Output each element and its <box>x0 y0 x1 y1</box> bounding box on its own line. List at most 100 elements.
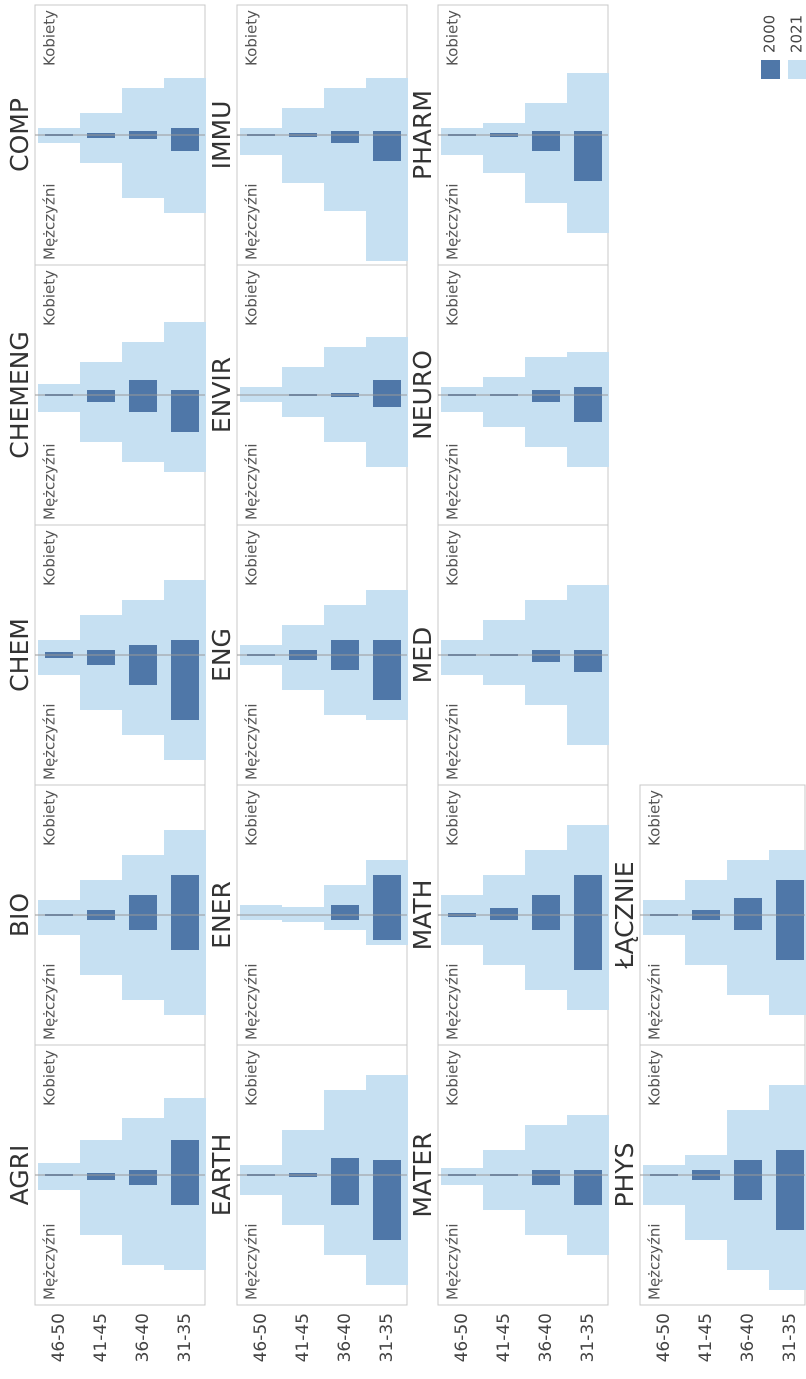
bar-left <box>776 915 804 960</box>
bar-right <box>643 900 685 915</box>
y-tick-label: 31-35 <box>578 1313 598 1362</box>
bar-right <box>240 128 282 135</box>
left-label: Mężczyźni <box>646 1223 664 1300</box>
left-label: Mężczyźni <box>41 183 59 260</box>
bar-right <box>441 1168 483 1175</box>
right-label: Kobiety <box>444 270 462 326</box>
bar-left <box>122 915 164 1000</box>
panel-title: PHARM <box>408 90 437 180</box>
bar-left <box>87 915 115 920</box>
bar-right <box>240 387 282 395</box>
y-tick-label: 31-35 <box>377 1313 397 1362</box>
bar-right <box>574 131 602 135</box>
y-tick-label: 41-45 <box>696 1313 716 1362</box>
left-label: Mężczyźni <box>444 1223 462 1300</box>
bar-right <box>525 103 567 135</box>
bar-left <box>525 395 567 447</box>
bar-left <box>87 395 115 402</box>
bar-left <box>373 395 401 407</box>
left-label: Mężczyźni <box>41 443 59 520</box>
bar-right <box>122 88 164 135</box>
bar-left <box>483 1175 525 1210</box>
bar-right <box>441 640 483 655</box>
bar-right <box>164 322 206 395</box>
bar-left <box>282 655 324 690</box>
right-label: Kobiety <box>444 530 462 586</box>
left-label: Mężczyźni <box>646 963 664 1040</box>
bar-right <box>331 1158 359 1175</box>
right-label: Kobiety <box>444 1050 462 1106</box>
bar-left <box>574 655 602 672</box>
bar-right <box>38 900 80 915</box>
bar-right <box>483 620 525 655</box>
bar-right <box>574 387 602 395</box>
panel-title: ŁĄCZNIE <box>610 861 639 969</box>
bar-left <box>366 135 408 261</box>
bar-right <box>164 78 206 135</box>
bar-right <box>282 1130 324 1175</box>
bar-left <box>282 135 324 183</box>
bar-left <box>532 655 560 662</box>
bar-left <box>129 395 157 412</box>
legend-label: 2021 <box>788 15 806 53</box>
bar-left <box>525 135 567 203</box>
bar-right <box>574 1170 602 1175</box>
bar-right <box>532 390 560 395</box>
bar-right <box>331 131 359 135</box>
bar-right <box>129 895 157 915</box>
bar-left <box>324 135 366 211</box>
bar-right <box>525 1125 567 1175</box>
bar-right <box>87 650 115 655</box>
bar-left <box>441 915 483 945</box>
bar-right <box>80 615 122 655</box>
bar-right <box>441 895 483 915</box>
right-label: Kobiety <box>243 530 261 586</box>
bar-left <box>734 1175 762 1200</box>
y-tick-label: 36-40 <box>738 1313 758 1362</box>
y-tick-label: 46-50 <box>49 1313 69 1362</box>
right-label: Kobiety <box>243 790 261 846</box>
y-tick-label: 46-50 <box>654 1313 674 1362</box>
panel-title: MED <box>408 627 437 684</box>
bar-left <box>38 395 80 412</box>
bar-right <box>373 875 401 915</box>
panel-title: BIO <box>5 893 34 937</box>
bar-left <box>776 1175 804 1230</box>
right-label: Kobiety <box>243 270 261 326</box>
bar-left <box>240 1175 282 1195</box>
left-label: Mężczyźni <box>41 963 59 1040</box>
bar-right <box>38 384 80 395</box>
bar-right <box>87 910 115 915</box>
bar-left <box>240 135 282 155</box>
right-label: Kobiety <box>243 10 261 66</box>
bar-left <box>692 915 720 920</box>
panel-title: MATH <box>408 880 437 951</box>
bar-right <box>324 1090 366 1175</box>
bar-right <box>366 590 408 655</box>
left-label: Mężczyźni <box>243 963 261 1040</box>
bar-right <box>282 907 324 915</box>
bar-right <box>483 1150 525 1175</box>
bar-right <box>734 898 762 915</box>
bar-left <box>483 915 525 965</box>
bar-right <box>532 895 560 915</box>
bar-right <box>240 905 282 915</box>
y-tick-label: 41-45 <box>91 1313 111 1362</box>
bar-right <box>532 1170 560 1175</box>
bar-right <box>45 652 73 655</box>
bar-left <box>80 915 122 975</box>
bar-right <box>282 625 324 655</box>
bar-left <box>483 135 525 173</box>
bar-right <box>129 380 157 395</box>
bar-right <box>373 640 401 655</box>
bar-right <box>80 880 122 915</box>
right-label: Kobiety <box>41 270 59 326</box>
bar-right <box>171 390 199 395</box>
bar-left <box>567 655 609 745</box>
panel-title: NEURO <box>408 350 437 440</box>
bar-left <box>38 655 80 675</box>
bar-left <box>129 915 157 930</box>
panel-title: AGRI <box>5 1145 34 1206</box>
bar-right <box>38 640 80 655</box>
